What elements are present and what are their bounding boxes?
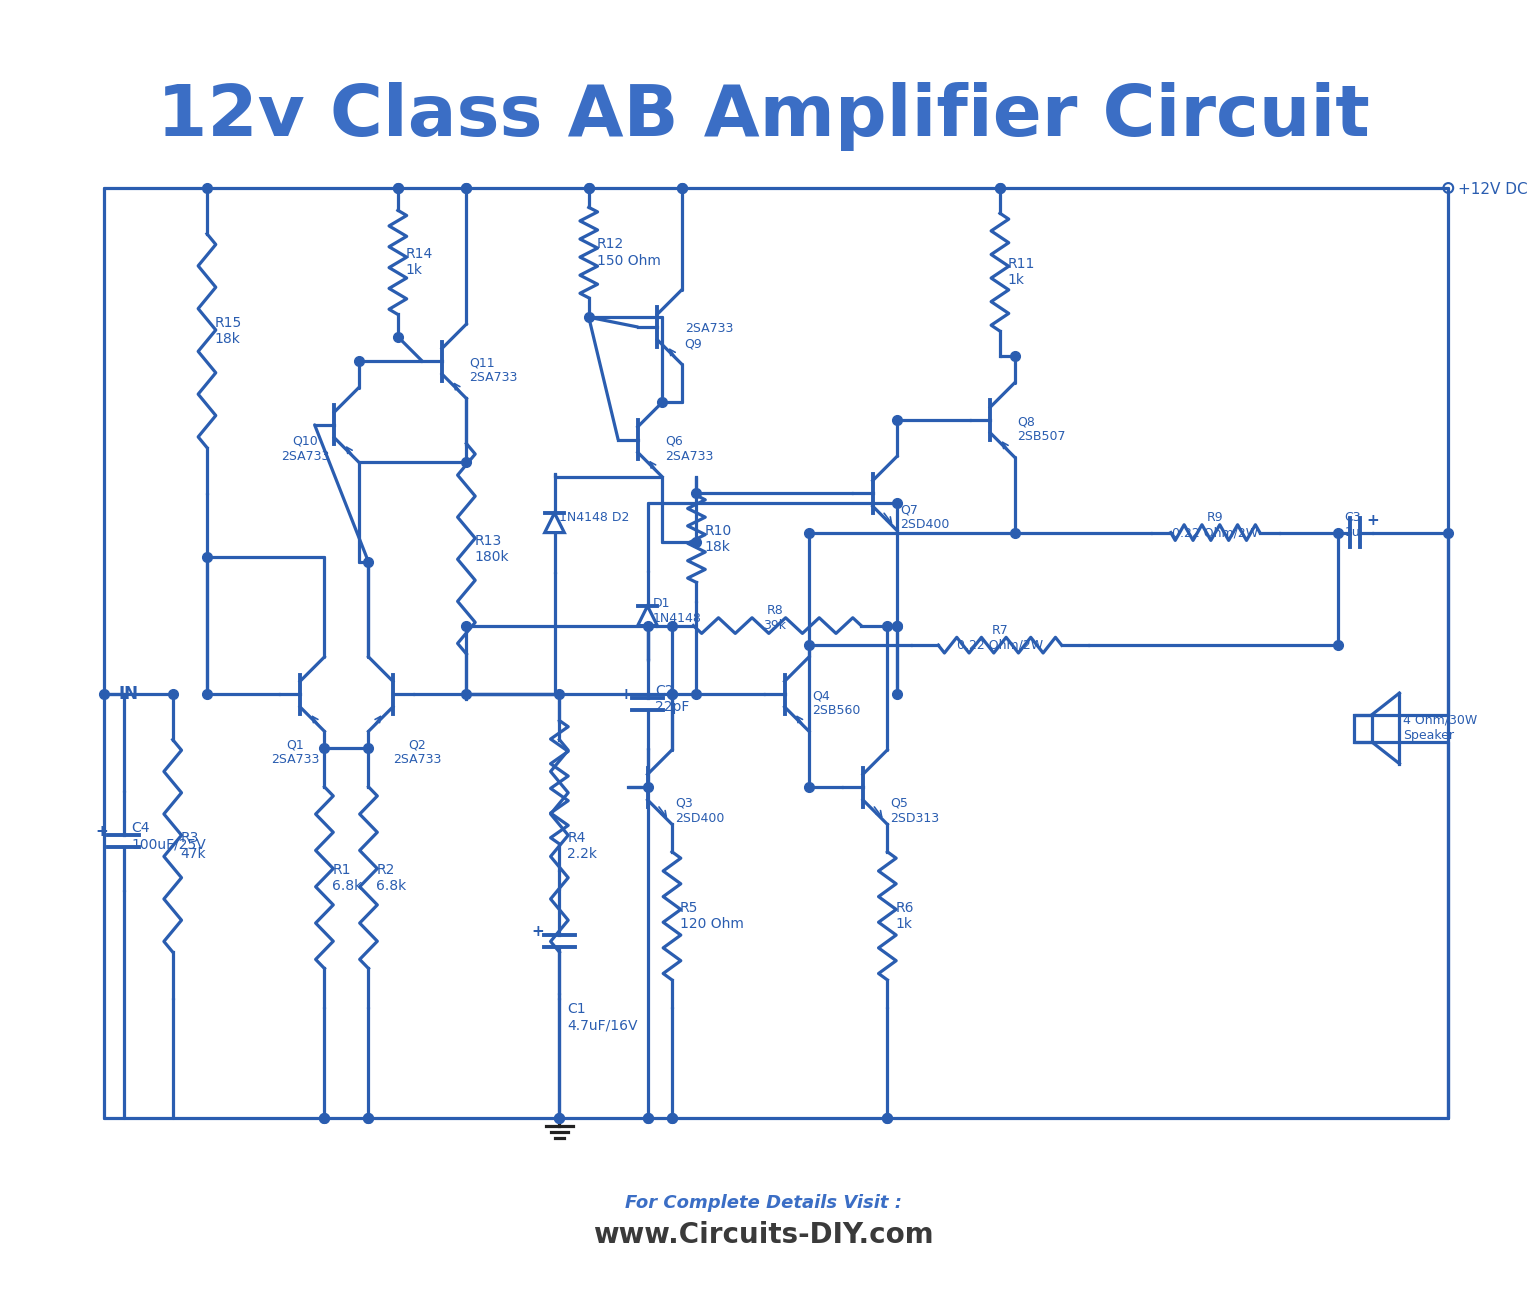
Text: +: + bbox=[619, 686, 633, 702]
Text: R5
120 Ohm: R5 120 Ohm bbox=[680, 900, 743, 930]
Text: Q11
2SA733: Q11 2SA733 bbox=[470, 356, 518, 385]
Text: R11
1k: R11 1k bbox=[1008, 257, 1035, 287]
Text: R14
1k: R14 1k bbox=[406, 247, 433, 278]
Text: R1
6.8k: R1 6.8k bbox=[332, 863, 362, 893]
Text: Q2
2SA733: Q2 2SA733 bbox=[393, 739, 442, 766]
Text: R15
18k: R15 18k bbox=[215, 316, 243, 346]
Text: C3
1u: C3 1u bbox=[1344, 512, 1361, 539]
Text: R8
39k: R8 39k bbox=[763, 604, 786, 632]
Text: R13
180k: R13 180k bbox=[475, 534, 508, 564]
Text: Q8
2SB507: Q8 2SB507 bbox=[1017, 415, 1066, 444]
Text: Q1
2SA733: Q1 2SA733 bbox=[270, 739, 319, 766]
Text: R6
1k: R6 1k bbox=[895, 900, 914, 930]
Text: Q7
2SD400: Q7 2SD400 bbox=[900, 504, 949, 531]
Text: R2
6.8k: R2 6.8k bbox=[376, 863, 407, 893]
Text: Q6
2SA733: Q6 2SA733 bbox=[665, 435, 714, 463]
Text: R9
0.22 Ohm/2W: R9 0.22 Ohm/2W bbox=[1172, 512, 1258, 539]
Text: Q5
2SD313: Q5 2SD313 bbox=[891, 797, 940, 825]
Text: www.Circuits-DIY.com: www.Circuits-DIY.com bbox=[593, 1221, 934, 1249]
Text: 4 Ohm/30W
Speaker: 4 Ohm/30W Speaker bbox=[1404, 714, 1478, 741]
Text: R4
2.2k: R4 2.2k bbox=[567, 831, 598, 861]
Text: Q3
2SD400: Q3 2SD400 bbox=[674, 797, 725, 825]
Text: +: + bbox=[95, 823, 109, 839]
Text: IN: IN bbox=[118, 685, 138, 703]
Text: C2
22pF: C2 22pF bbox=[656, 684, 690, 714]
Text: Q10
2SA733: Q10 2SA733 bbox=[281, 435, 329, 463]
Text: +: + bbox=[1366, 513, 1379, 529]
Text: R3
47k: R3 47k bbox=[181, 831, 206, 861]
Text: 12v Class AB Amplifier Circuit: 12v Class AB Amplifier Circuit bbox=[157, 82, 1370, 151]
Text: Q4
2SB560: Q4 2SB560 bbox=[813, 689, 860, 718]
Text: D1
1N4148: D1 1N4148 bbox=[653, 596, 702, 625]
Text: For Complete Details Visit :: For Complete Details Visit : bbox=[625, 1194, 902, 1212]
Text: 1N4148 D2: 1N4148 D2 bbox=[559, 512, 630, 525]
Text: R12
150 Ohm: R12 150 Ohm bbox=[596, 238, 660, 268]
Text: +: + bbox=[531, 924, 544, 940]
Text: C1
4.7uF/16V: C1 4.7uF/16V bbox=[567, 1002, 637, 1032]
Text: C4
100uF/25V: C4 100uF/25V bbox=[132, 821, 206, 851]
Text: R10
18k: R10 18k bbox=[705, 523, 731, 555]
Text: R7
0.22 Ohm/2W: R7 0.22 Ohm/2W bbox=[957, 624, 1043, 651]
Text: +12V DC: +12V DC bbox=[1458, 183, 1528, 197]
Text: 2SA733
Q9: 2SA733 Q9 bbox=[685, 322, 733, 350]
